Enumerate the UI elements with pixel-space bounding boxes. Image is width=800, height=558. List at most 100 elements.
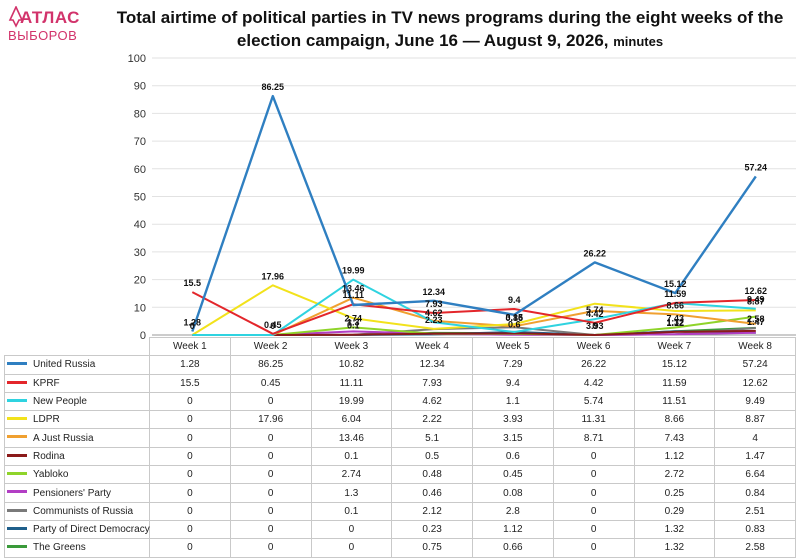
legend-entry: A Just Russia — [4, 428, 150, 448]
table-cell: 6.04 — [311, 410, 393, 430]
data-label: 0.86 — [505, 313, 523, 323]
table-cell: 0.48 — [391, 465, 473, 485]
table-cell: 9.49 — [714, 392, 796, 412]
legend-entry: New People — [4, 392, 150, 412]
table-cell: 0 — [230, 538, 312, 558]
data-label: 1.47 — [747, 317, 765, 327]
y-tick-label: 0 — [140, 330, 146, 340]
legend-label: Communists of Russia — [33, 505, 134, 517]
table-cell: 0 — [149, 410, 231, 430]
table-cell: 0 — [149, 447, 231, 467]
table-cell: 12.34 — [391, 355, 473, 375]
data-label: 11.59 — [664, 289, 686, 299]
legend-entry: United Russia — [4, 355, 150, 375]
table-cell: 5.1 — [391, 428, 473, 448]
legend-label: Rodina — [33, 450, 65, 462]
table-cell: 0 — [149, 483, 231, 503]
table-cell: 0 — [149, 465, 231, 485]
legend-swatch — [7, 453, 27, 457]
x-tick-label: Week 2 — [230, 336, 312, 357]
rocket-icon — [8, 6, 24, 28]
table-cell: 0.83 — [714, 520, 796, 540]
table-cell: 0 — [149, 502, 231, 521]
data-label: 13.46 — [342, 284, 365, 294]
legend-label: LDPR — [33, 414, 60, 426]
table-cell: 0 — [149, 538, 231, 558]
data-label: 4.62 — [425, 308, 443, 318]
table-cell: 0 — [230, 465, 312, 485]
table-corner — [4, 337, 150, 357]
table-cell: 15.5 — [149, 374, 231, 393]
table-cell: 0 — [553, 502, 635, 521]
y-tick-label: 30 — [134, 247, 146, 259]
x-tick-label: Week 8 — [714, 336, 796, 357]
logo-text-top: АТЛАС — [20, 8, 80, 27]
table-cell: 11.11 — [311, 374, 393, 393]
legend-entry: Rodina — [4, 447, 150, 467]
table-cell: 0 — [230, 483, 312, 503]
table-cell: 1.47 — [714, 447, 796, 467]
table-cell: 3.15 — [472, 428, 554, 448]
data-label: 9.4 — [508, 295, 521, 305]
table-row: Party of Direct Democracy 0 0 0 0.23 1.12 0 1.3… — [4, 520, 796, 540]
table-row: New People 0 0 19.99 4.62 1.1 5.74 11.51 9.49 — [4, 392, 796, 412]
table-cell: 3.93 — [472, 410, 554, 430]
table-cell: 7.29 — [472, 355, 554, 375]
y-tick-label: 50 — [134, 192, 146, 204]
y-tick-label: 10 — [134, 302, 146, 314]
table-cell: 0.45 — [472, 465, 554, 485]
table-cell: 26.22 — [553, 355, 635, 375]
table-cell: 11.59 — [634, 374, 716, 393]
legend-label: KPRF — [33, 377, 60, 389]
series-line — [191, 94, 757, 332]
data-label: 12.34 — [422, 287, 445, 297]
table-row: A Just Russia 0 0 13.46 5.1 3.15 8.71 7.43 4 — [4, 428, 796, 448]
y-tick-label: 70 — [134, 136, 146, 148]
table-cell: 0 — [149, 392, 231, 412]
table-cell: 2.51 — [714, 502, 796, 521]
table-cell: 0 — [553, 465, 635, 485]
table-cell: 0.1 — [311, 502, 393, 521]
table-cell: 1.32 — [634, 520, 716, 540]
data-labels: 1.28 86.25 12.34 26.22 15.12 57.24 15.5 0.45 11.… — [183, 82, 767, 331]
table-cell: 0.25 — [634, 483, 716, 503]
legend-swatch — [7, 545, 27, 549]
data-label: 1.3 — [347, 317, 360, 327]
table-cell: 0 — [230, 520, 312, 540]
legend-entry: Yabloko — [4, 465, 150, 485]
table-cell: 15.12 — [634, 355, 716, 375]
chart-title-units: minutes — [613, 34, 664, 49]
table-cell: 2.72 — [634, 465, 716, 485]
table-cell: 5.74 — [553, 392, 635, 412]
table-cell: 86.25 — [230, 355, 312, 375]
data-label: 3.15 — [505, 312, 523, 322]
table-cell: 2.58 — [714, 538, 796, 558]
data-label: 3.93 — [586, 321, 604, 331]
table-header-row: Week 1 Week 2 Week 3 Week 4 Week 5 Week 6 Week… — [4, 336, 796, 357]
table-cell: 7.43 — [634, 428, 716, 448]
data-label: 86.25 — [261, 82, 284, 92]
table-cell: 0 — [149, 428, 231, 448]
table-row: Pensioners' Party 0 0 1.3 0.46 0.08 0 0.25 0.84 — [4, 483, 796, 503]
table-cell: 2.12 — [391, 502, 473, 521]
table-row: LDPR 0 17.96 6.04 2.22 3.93 11.31 8.66 8.87 — [4, 410, 796, 430]
legend-swatch — [7, 490, 27, 494]
data-label: 0.1 — [347, 321, 360, 331]
table-cell: 13.46 — [311, 428, 393, 448]
table-cell: 9.4 — [472, 374, 554, 393]
logo: АТЛАС ВЫБОРОВ — [6, 6, 80, 52]
logo-text-bottom: ВЫБОРОВ — [8, 28, 78, 43]
data-label: 15.12 — [664, 279, 687, 289]
table-cell: 0.84 — [714, 483, 796, 503]
data-label: 17.96 — [261, 271, 284, 281]
table-cell: 0 — [553, 520, 635, 540]
table-cell: 11.31 — [553, 410, 635, 430]
table-row: Yabloko 0 0 2.74 0.48 0.45 0 2.72 6.64 — [4, 465, 796, 485]
table-cell: 0.1 — [311, 447, 393, 467]
table-cell: 0 — [553, 483, 635, 503]
table-cell: 57.24 — [714, 355, 796, 375]
table-cell: 4 — [714, 428, 796, 448]
data-label: 5.74 — [586, 305, 604, 315]
legend-swatch — [7, 526, 27, 530]
table-cell: 0.29 — [634, 502, 716, 521]
